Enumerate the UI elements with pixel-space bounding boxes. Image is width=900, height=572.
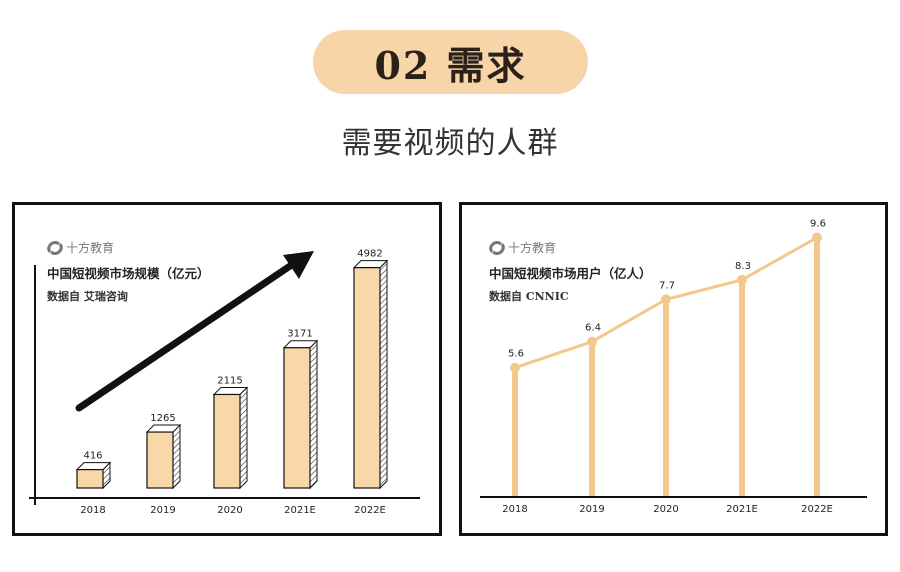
s-logo-icon (489, 240, 505, 255)
data-label: 4982 (357, 249, 382, 260)
chart-source: 数据自 艾瑞咨询 (47, 290, 128, 303)
x-tick-label: 2022E (354, 505, 386, 516)
section-subtitle: 需要视频的人群 (341, 126, 559, 161)
bar (353, 267, 381, 489)
x-tick-label: 2018 (80, 505, 105, 516)
x-tick-label: 2020 (653, 504, 678, 515)
data-point (661, 294, 671, 305)
data-point (737, 274, 747, 285)
s-logo-icon (47, 240, 63, 255)
bar (146, 431, 174, 489)
data-label: 7.7 (659, 280, 675, 291)
bar-side (172, 423, 181, 490)
x-tick-label: 2022E (801, 504, 833, 515)
data-point (510, 362, 520, 373)
bar (213, 393, 241, 489)
data-label: 8.3 (735, 261, 751, 272)
x-tick-label: 2021E (726, 504, 758, 515)
data-label: 1265 (150, 413, 175, 424)
bar (76, 469, 104, 489)
data-point (587, 336, 597, 347)
brand-name: 十方教育 (66, 241, 115, 255)
data-label: 3171 (287, 329, 312, 340)
data-label: 5.6 (508, 349, 524, 360)
line-chart: 5.6 2018 6.4 2019 7.7 2020 8.3 2021E 9.6 2022E (480, 219, 867, 515)
x-tick-label: 2021E (284, 505, 316, 516)
x-tick-label: 2020 (217, 505, 242, 516)
data-label: 2115 (217, 375, 242, 386)
x-tick-label: 2019 (150, 505, 175, 516)
chart-title: 中国短视频市场规模（亿元） (47, 266, 210, 281)
chart-title: 中国短视频市场用户（亿人） (489, 266, 652, 281)
bar-side (379, 259, 388, 490)
bar (283, 347, 311, 489)
x-tick-label: 2018 (502, 504, 527, 515)
trend-arrow-head (283, 251, 314, 279)
chart-source: 数据自 CNNIC (489, 290, 569, 303)
market-size-chart-panel: 十方教育 中国短视频市场规模（亿元） 数据自 艾瑞咨询 416 2018 1265 2… (12, 202, 442, 536)
market-users-chart-panel: 十方教育 中国短视频市场用户（亿人） 数据自 CNNIC 5.6 2018 6.4 2… (459, 202, 888, 536)
data-label: 9.6 (810, 219, 826, 230)
bar-side (309, 339, 318, 490)
bar-side (239, 386, 248, 490)
section-header-pill: 02 需求 (313, 30, 588, 94)
brand-name: 十方教育 (508, 241, 557, 255)
section-label: 02 需求 (374, 42, 527, 88)
data-label: 416 (83, 451, 102, 462)
data-label: 6.4 (585, 323, 601, 334)
trend-arrow-shaft (75, 260, 297, 412)
bar-chart: 416 2018 1265 2019 2115 2020 3171 2021E 4982 2022… (29, 249, 420, 516)
data-point (812, 232, 822, 243)
x-tick-label: 2019 (579, 504, 604, 515)
brand-logo: 十方教育 (47, 239, 114, 256)
brand-logo: 十方教育 (489, 239, 556, 256)
